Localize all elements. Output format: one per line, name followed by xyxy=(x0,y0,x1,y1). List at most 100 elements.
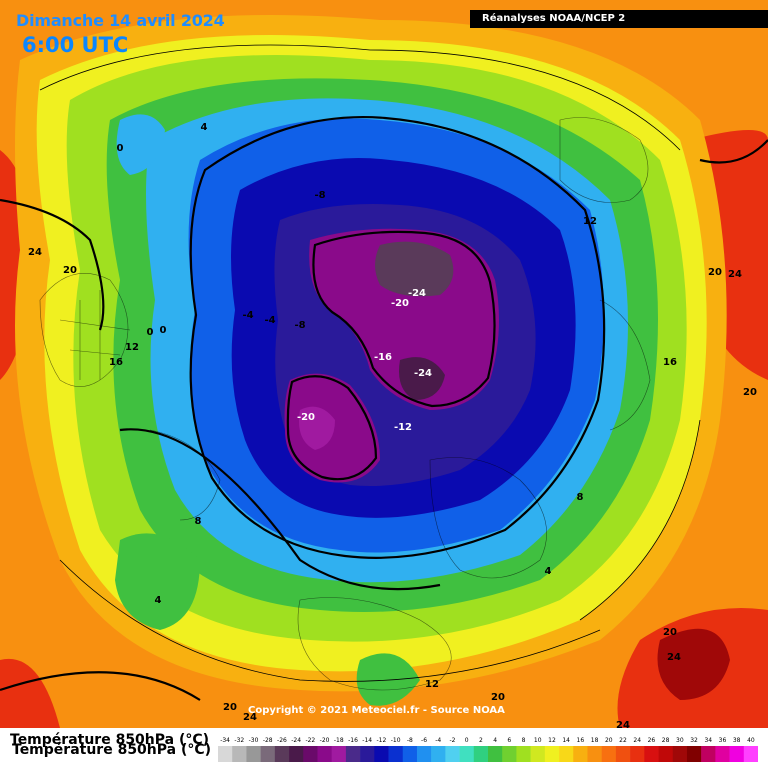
scale-tick-label: 2 xyxy=(479,737,483,744)
scale-swatch xyxy=(573,746,588,762)
scale-swatch xyxy=(644,746,659,762)
scale-swatch xyxy=(658,746,674,762)
contour-label: 12 xyxy=(583,216,597,227)
legend-title-repeat: Température 850hPa (°C) xyxy=(12,742,212,758)
contour-label: -8 xyxy=(294,320,305,331)
scale-swatch xyxy=(289,746,304,762)
contour-label: -12 xyxy=(394,422,412,433)
scale-tick-label: -26 xyxy=(277,737,287,744)
scale-swatch xyxy=(303,746,318,762)
contour-label: 20 xyxy=(63,265,77,276)
scale-tick-label: 20 xyxy=(605,737,613,744)
map-date: Dimanche 14 avril 2024 xyxy=(16,11,225,30)
scale-tick-label: 0 xyxy=(465,737,469,744)
scale-swatch xyxy=(445,746,460,762)
contour-label: 16 xyxy=(109,357,123,368)
scale-swatch xyxy=(559,746,574,762)
scale-tick-label: 26 xyxy=(648,737,656,744)
scale-tick-label: -4 xyxy=(435,737,441,744)
scale-tick-label: 34 xyxy=(704,737,712,744)
scale-swatch xyxy=(630,746,645,762)
scale-tick-label: -24 xyxy=(291,737,301,744)
contour-label: -4 xyxy=(242,310,253,321)
scale-tick-label: 8 xyxy=(522,737,526,744)
contour-label: 12 xyxy=(125,342,139,353)
scale-tick-label: 14 xyxy=(562,737,570,744)
scale-swatch xyxy=(331,746,347,762)
scale-tick-label: 6 xyxy=(507,737,511,744)
contour-label: 12 xyxy=(425,679,439,690)
scale-swatch xyxy=(317,746,332,762)
contour-label: 4 xyxy=(545,566,552,577)
contour-label: -4 xyxy=(264,315,275,326)
scale-tick-label: 10 xyxy=(534,737,542,744)
scale-tick-label: -28 xyxy=(263,737,273,744)
scale-swatch xyxy=(459,746,475,762)
contour-label: 20 xyxy=(743,387,757,398)
scale-tick-label: 28 xyxy=(662,737,670,744)
scale-tick-label: -20 xyxy=(320,737,330,744)
map-time: 6:00 UTC xyxy=(22,33,129,57)
scale-swatch xyxy=(615,746,631,762)
scale-tick-label: 36 xyxy=(719,737,727,744)
scale-swatch xyxy=(729,746,745,762)
contour-label: -16 xyxy=(374,352,392,363)
contour-label: 24 xyxy=(728,269,742,280)
contour-label: -24 xyxy=(414,368,432,379)
scale-swatch xyxy=(388,746,404,762)
contour-label: 8 xyxy=(195,516,202,527)
scale-swatch xyxy=(672,746,688,762)
contour-label: 4 xyxy=(201,122,208,133)
scale-swatch xyxy=(218,746,233,762)
scale-tick-label: 38 xyxy=(733,737,741,744)
scale-tick-label: -32 xyxy=(234,737,244,744)
contour-label: -24 xyxy=(408,288,426,299)
scale-tick-label: 12 xyxy=(548,737,556,744)
scale-swatch xyxy=(587,746,602,762)
scale-swatch xyxy=(431,746,446,762)
scale-tick-label: 32 xyxy=(690,737,698,744)
legend-title: Température 850hPa (°C) xyxy=(10,732,210,748)
contour-label: 20 xyxy=(491,692,505,703)
scale-tick-label: -2 xyxy=(449,737,455,744)
copyright-notice: Copyright © 2021 Meteociel.fr - Source N… xyxy=(248,705,505,716)
scale-tick-label: 18 xyxy=(591,737,599,744)
scale-tick-label: 16 xyxy=(577,737,585,744)
scale-tick-label: -12 xyxy=(377,737,387,744)
scale-tick-label: 22 xyxy=(619,737,627,744)
scale-swatch xyxy=(473,746,489,762)
scale-swatch xyxy=(488,746,503,762)
contour-label: 20 xyxy=(663,627,677,638)
scale-tick-label: -8 xyxy=(407,737,413,744)
scale-swatch xyxy=(516,746,531,762)
contour-label: 4 xyxy=(155,595,162,606)
scale-tick-label: -6 xyxy=(421,737,427,744)
scale-tick-label: -18 xyxy=(334,737,344,744)
scale-tick-label: -34 xyxy=(220,737,230,744)
source-banner: Réanalyses NOAA/NCEP 2 xyxy=(470,10,768,28)
contour-label: 24 xyxy=(28,247,42,258)
scale-swatch xyxy=(416,746,432,762)
contour-label: 20 xyxy=(708,267,722,278)
scale-swatch xyxy=(743,746,758,762)
scale-swatch xyxy=(246,746,261,762)
contour-label: -20 xyxy=(297,412,315,423)
scale-tick-label: -30 xyxy=(249,737,259,744)
contour-label: 0 xyxy=(160,325,167,336)
scale-swatch xyxy=(530,746,546,762)
temperature-map: -24-20-16-24-20-12-8-8-4 -400444881212121… xyxy=(0,0,768,728)
scale-swatch xyxy=(686,746,702,762)
scale-tick-label: 30 xyxy=(676,737,684,744)
scale-swatch xyxy=(601,746,617,762)
contour-label: 24 xyxy=(667,652,681,663)
scale-swatch xyxy=(715,746,730,762)
scale-tick-label: -14 xyxy=(362,737,372,744)
scale-swatch xyxy=(260,746,276,762)
scale-swatch xyxy=(701,746,716,762)
contour-label: 0 xyxy=(117,143,124,154)
scale-tick-label: 40 xyxy=(747,737,755,744)
scale-tick-label: -22 xyxy=(305,737,315,744)
contour-label: 16 xyxy=(663,357,677,368)
scale-swatch xyxy=(374,746,389,762)
scale-tick-label: -10 xyxy=(391,737,401,744)
